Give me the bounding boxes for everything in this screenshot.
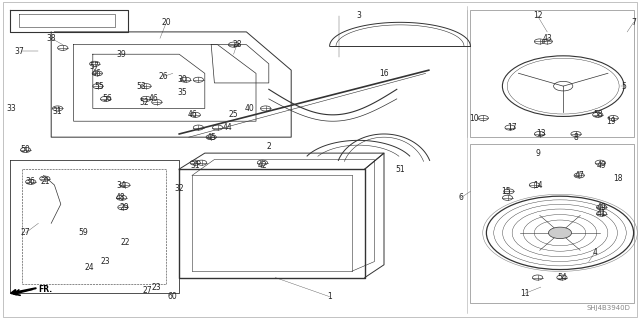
Text: 34: 34 [116,181,127,189]
Text: 38: 38 [46,34,56,43]
Text: 25: 25 [228,110,239,119]
Text: 46: 46 [91,69,101,78]
Text: SHJ4B3940D: SHJ4B3940D [586,305,630,311]
Text: 16: 16 [379,69,389,78]
Text: 49: 49 [596,203,607,212]
Text: 49: 49 [596,161,607,170]
Text: 27: 27 [142,286,152,295]
Text: 13: 13 [536,130,546,138]
Text: 28: 28 [232,40,241,49]
Text: 14: 14 [532,181,543,189]
Text: 37: 37 [14,47,24,56]
Text: FR.: FR. [38,285,52,294]
Bar [470,10,634,137]
Text: 43: 43 [542,34,552,43]
Text: 40: 40 [244,104,255,113]
Text: 53: 53 [136,82,146,91]
Text: 48: 48 [115,193,125,202]
Text: 56: 56 [102,94,113,103]
Circle shape [548,227,572,239]
Text: 50: 50 [20,145,31,154]
Text: 35: 35 [177,88,188,97]
Text: 12: 12 [533,11,542,20]
Text: 15: 15 [500,187,511,196]
Text: 32: 32 [174,184,184,193]
Text: 41: 41 [596,209,607,218]
Text: 20: 20 [161,18,172,27]
Text: 58: 58 [593,110,604,119]
Text: 46: 46 [187,110,197,119]
Text: 3: 3 [356,11,361,20]
Text: 5: 5 [621,82,627,91]
Text: 55: 55 [94,82,104,91]
Text: 4: 4 [593,248,598,256]
Text: 11: 11 [520,289,529,298]
Text: 57: 57 [90,63,100,71]
Text: 1: 1 [327,292,332,301]
Text: 31: 31 [52,107,63,116]
Text: 2: 2 [266,142,271,151]
Text: 31: 31 [190,161,200,170]
Text: 54: 54 [557,273,567,282]
Text: 18: 18 [613,174,622,183]
Text: 44: 44 [222,123,232,132]
Text: 27: 27 [20,228,31,237]
Text: 39: 39 [116,50,127,59]
Text: 59: 59 [78,228,88,237]
Text: 29: 29 [120,203,130,212]
Bar [470,144,634,303]
Text: 26: 26 [158,72,168,81]
Text: 7: 7 [631,18,636,27]
Text: 36: 36 [26,177,36,186]
Text: 46: 46 [148,94,159,103]
Text: 47: 47 [574,171,584,180]
Text: 6: 6 [458,193,463,202]
Text: 23: 23 [100,257,111,266]
Text: 51: 51 [395,165,405,174]
Text: 30: 30 [177,75,188,84]
Text: 22: 22 [120,238,129,247]
Text: 19: 19 [606,117,616,126]
Text: 60: 60 [168,292,178,301]
Text: 8: 8 [573,133,579,142]
Text: 52: 52 [139,98,149,107]
Text: 33: 33 [6,104,17,113]
Text: 9: 9 [535,149,540,158]
Text: 42: 42 [257,161,268,170]
Text: 17: 17 [507,123,517,132]
Text: 24: 24 [84,263,95,272]
Text: 21: 21 [40,177,49,186]
Text: 10: 10 [468,114,479,122]
Text: 23: 23 [152,283,162,292]
Text: 45: 45 [206,133,216,142]
